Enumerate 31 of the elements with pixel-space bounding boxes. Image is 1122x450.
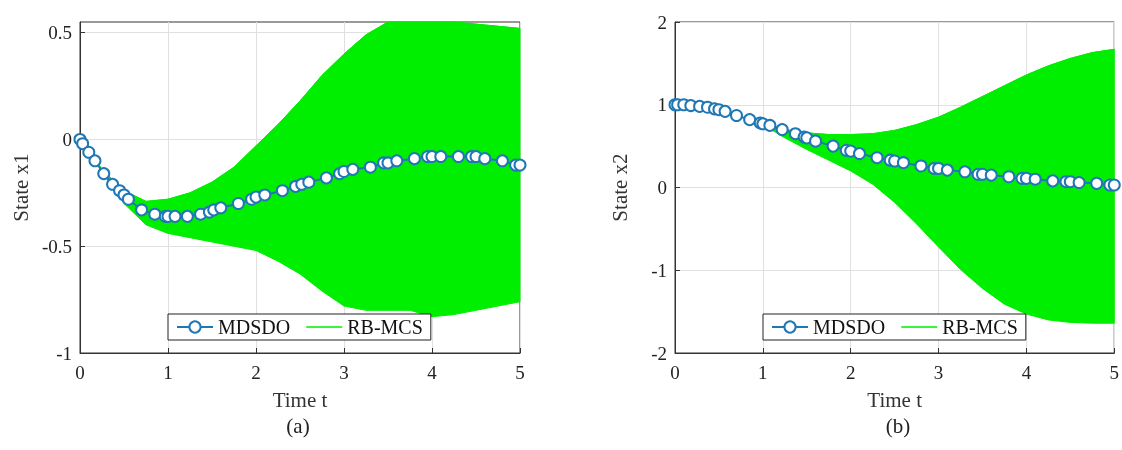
y-axis-title: State x2	[607, 153, 632, 222]
x-tick-label: 4	[427, 362, 438, 383]
x-tick-label: 5	[1109, 362, 1119, 383]
y-tick-label: -1	[651, 259, 667, 281]
x-tick-label: 1	[758, 362, 768, 383]
y-tick-label: 0.5	[48, 22, 72, 44]
x-tick-label: 0	[670, 362, 680, 383]
text: (a)	[285, 414, 311, 439]
x-axis-title: Time t	[272, 387, 328, 412]
x-axis-title: Time t	[867, 387, 923, 412]
legend-label: RB-MCS	[347, 316, 423, 338]
y-tick-label: 0	[62, 128, 72, 150]
x-tick-label: 2	[251, 362, 261, 383]
x-tick-label: 4	[1021, 362, 1032, 383]
legend-label: RB-MCS	[942, 316, 1018, 338]
text: (b)	[884, 414, 912, 439]
y-axis-title: State x1	[8, 153, 33, 222]
x-tick-label: 0	[75, 362, 85, 383]
x-tick-label: 3	[933, 362, 944, 383]
x-tick-label: 3	[339, 362, 349, 383]
y-tick-label: -0.5	[41, 235, 72, 257]
x-tick-label: 5	[515, 362, 525, 383]
y-tick-label: 1	[657, 94, 667, 116]
y-tick-label: -2	[651, 342, 667, 364]
y-tick-label: -1	[56, 342, 72, 364]
legend-label: MDSDO	[813, 316, 886, 338]
x-tick-label: 1	[163, 362, 173, 383]
legend-label: MDSDO	[218, 316, 291, 338]
x-tick-label: 2	[845, 362, 856, 383]
y-tick-label: 0	[657, 177, 667, 198]
y-tick-label: 2	[657, 11, 667, 33]
